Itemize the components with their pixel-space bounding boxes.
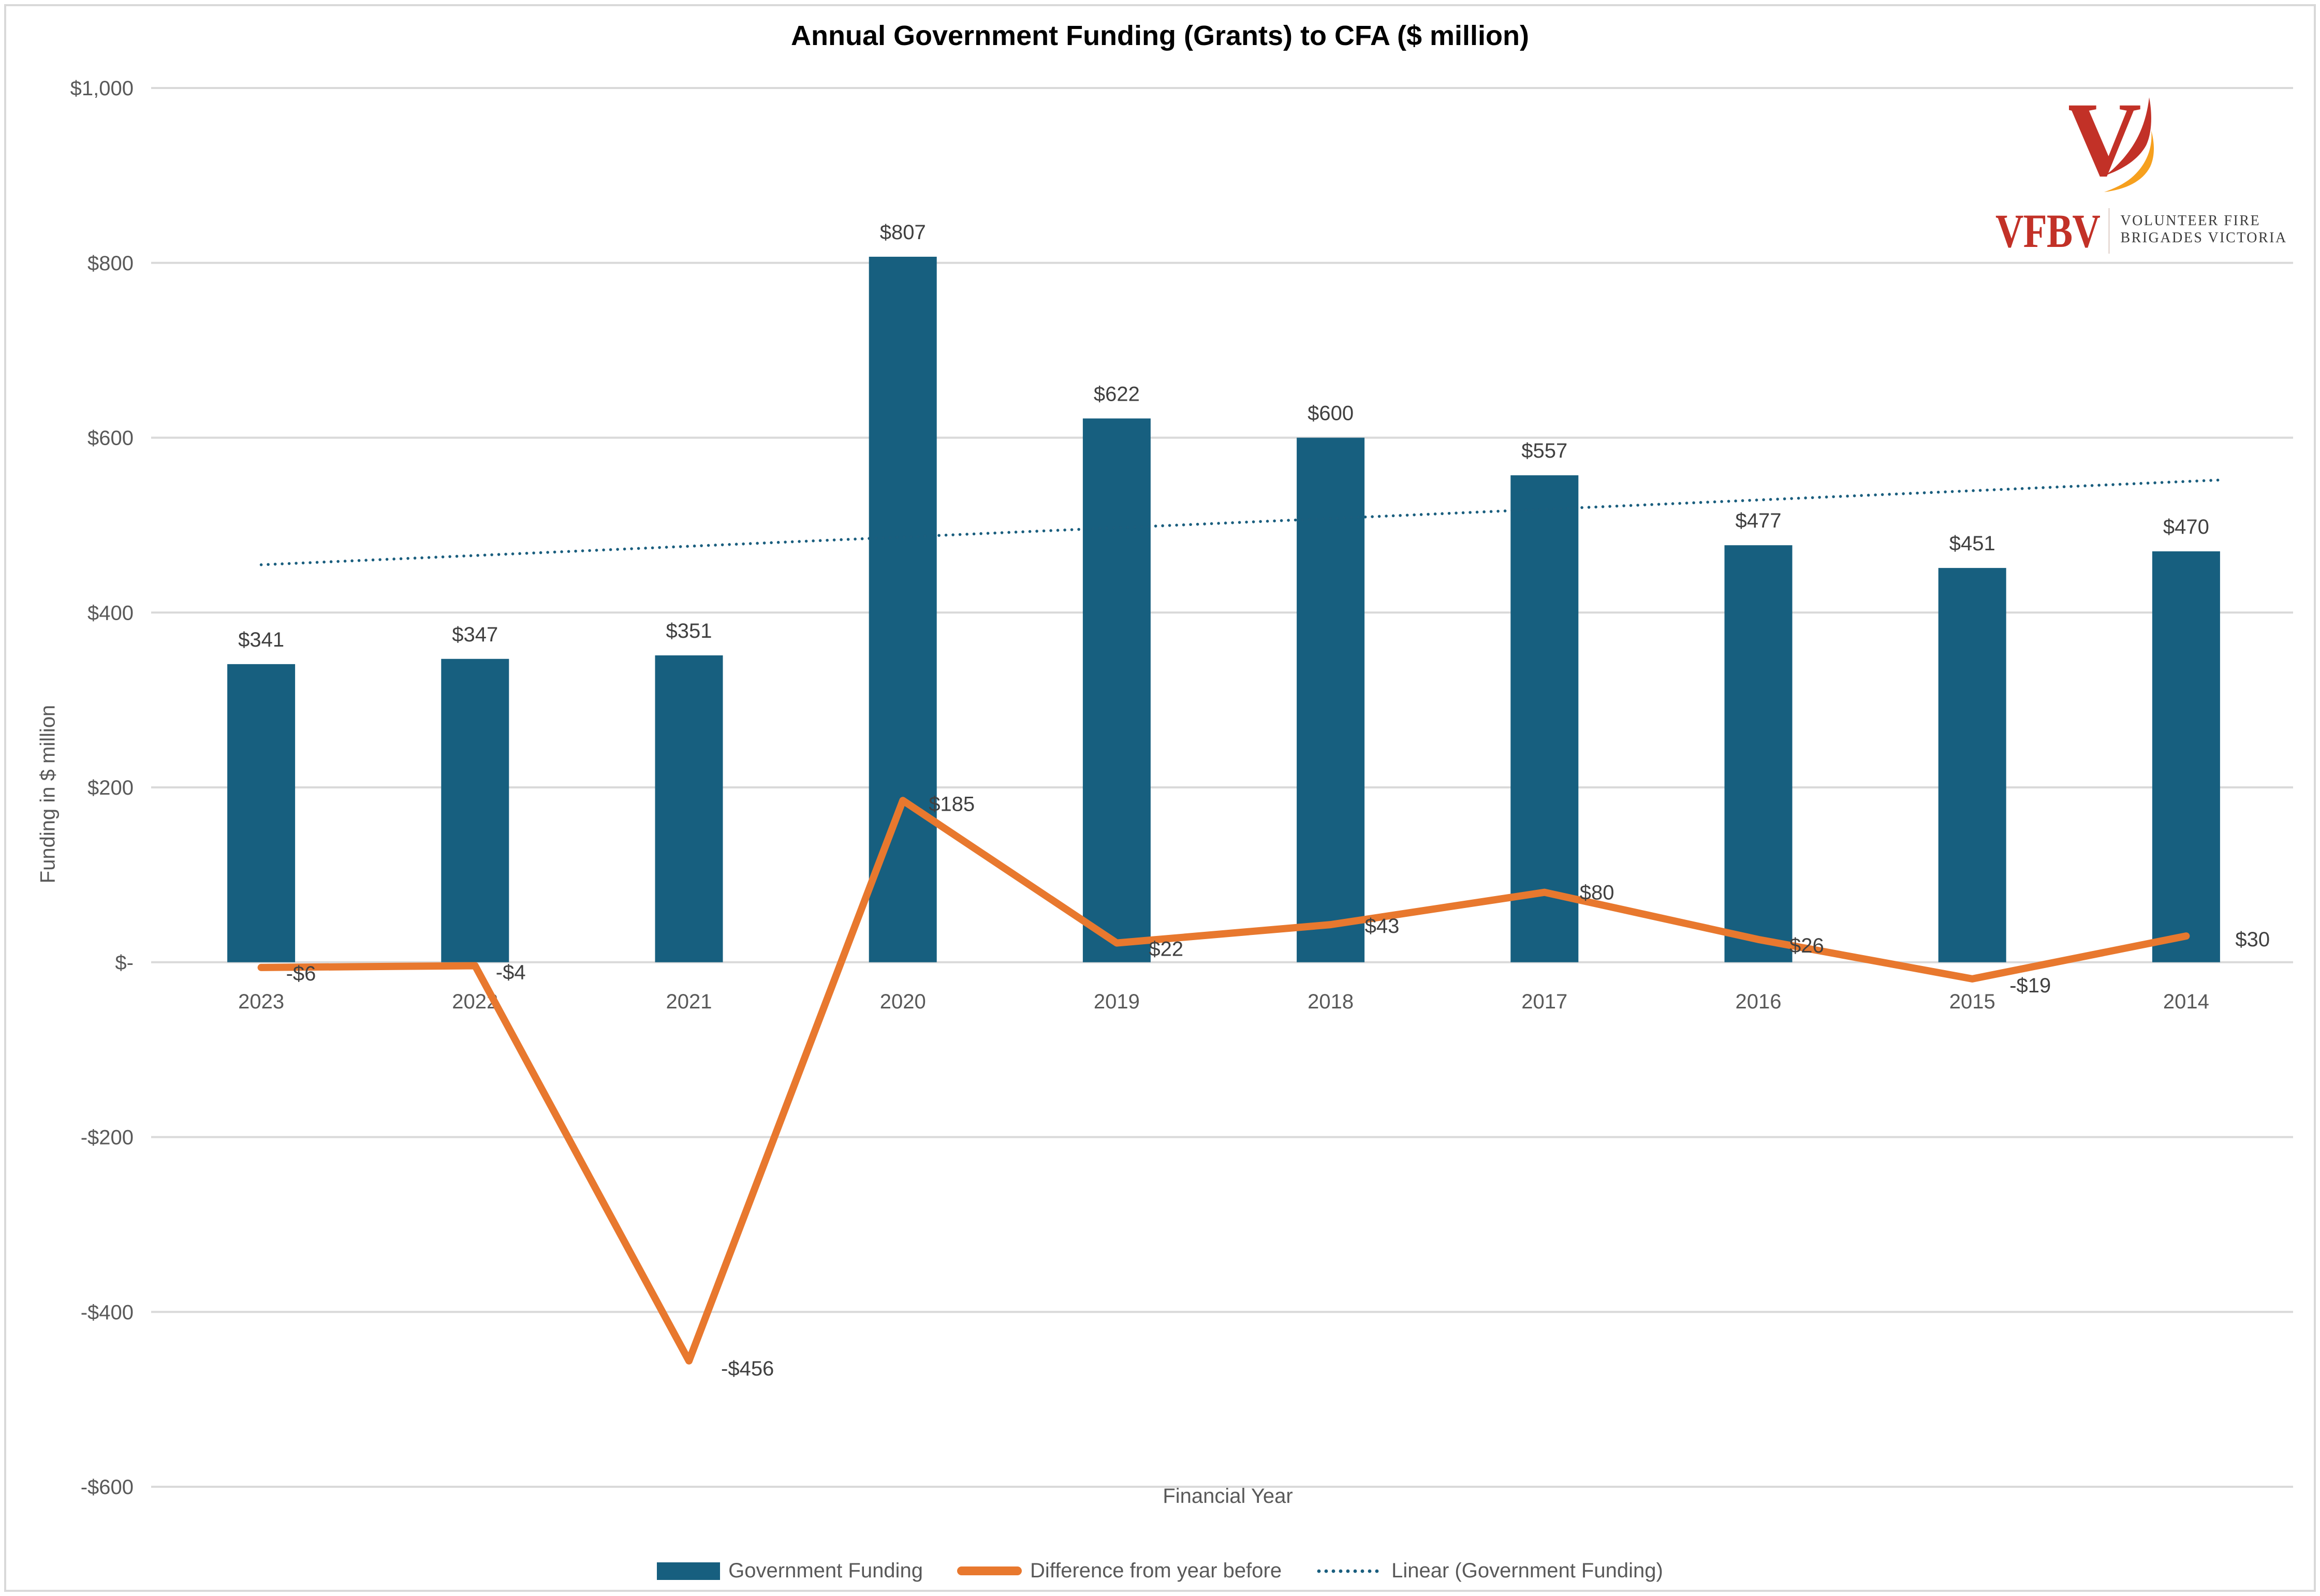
line-label-2018: $43 (1365, 915, 1400, 938)
y-tick-label-400: $400 (87, 602, 134, 624)
y-tick-label-800: $800 (87, 252, 134, 275)
legend-item-government-funding: Government Funding (657, 1559, 923, 1583)
line-label-2022: -$4 (496, 961, 526, 984)
y-tick-label-200: $200 (87, 777, 134, 799)
bar-2019 (1082, 418, 1151, 962)
line-label-2020: $185 (929, 793, 975, 815)
x-tick-label-2021: 2021 (666, 990, 712, 1013)
vfbv-flame-v-icon: V (2069, 96, 2154, 198)
legend: Government Funding Difference from year … (0, 1559, 2320, 1583)
y-axis-title: Funding in $ million (36, 705, 60, 884)
y-tick-label-0: $- (115, 951, 134, 974)
line-label-2015: -$19 (2009, 974, 2051, 997)
bar-label-2023: $341 (238, 628, 284, 651)
x-axis-title: Financial Year (1163, 1485, 1293, 1507)
logo-abbr: VFBV (1995, 204, 2101, 257)
logo-flame-dark-petal (2102, 97, 2151, 177)
bar-label-2018: $600 (1308, 402, 1354, 425)
canvas-border (4, 4, 2316, 1592)
x-tick-label-2019: 2019 (1094, 990, 1140, 1013)
y-tick-label-1000: $1,000 (70, 77, 134, 100)
bar-2023 (227, 664, 296, 962)
bar-label-2017: $557 (1521, 440, 1567, 462)
bar-2021 (655, 655, 723, 962)
bar-label-2021: $351 (666, 620, 712, 642)
logo-divider (2108, 208, 2110, 254)
bar-2017 (1510, 475, 1579, 962)
bar-label-2020: $807 (880, 221, 926, 244)
chart-title: Annual Government Funding (Grants) to CF… (791, 20, 1529, 51)
line-label-2019: $22 (1149, 938, 1183, 961)
x-tick-label-2017: 2017 (1521, 990, 1567, 1013)
legend-swatch-line-icon (957, 1566, 1022, 1575)
bar-2022 (441, 658, 509, 962)
bar-label-2019: $622 (1094, 383, 1140, 405)
legend-label: Difference from year before (1030, 1559, 1282, 1582)
y-tick-label-600: $600 (87, 427, 134, 450)
bar-label-2014: $470 (2163, 516, 2209, 538)
bar-2014 (2152, 551, 2220, 962)
difference-line (257, 797, 2190, 1365)
logo-lockup: VFBV VOLUNTEER FIRE BRIGADES VICTORIA (1995, 207, 2287, 255)
legend-swatch-dotted-icon (1317, 1569, 1379, 1573)
line-label-2016: $26 (1789, 934, 1824, 957)
bar-label-2016: $477 (1736, 509, 1782, 532)
bar-2015 (1938, 568, 2006, 962)
y-tick-label--600: -$600 (81, 1476, 134, 1499)
logo-name-line1: VOLUNTEER FIRE (2120, 213, 2261, 229)
x-tick-label-2014: 2014 (2163, 990, 2209, 1013)
legend-item-linear-trend: Linear (Government Funding) (1316, 1559, 1663, 1583)
x-tick-label-2016: 2016 (1736, 990, 1782, 1013)
vfbv-logo: V VFBV VOLUNTEER FIRE BRIGADES VICTORIA (1995, 92, 2306, 271)
bar-label-2015: $451 (1949, 532, 1995, 555)
x-tick-label-2015: 2015 (1949, 990, 1995, 1013)
line-label-2023: -$6 (286, 962, 316, 985)
x-tick-label-2020: 2020 (880, 990, 926, 1013)
logo-flame-orange-petal (2104, 130, 2154, 192)
y-tick-label--200: -$200 (81, 1126, 134, 1149)
bar-2020 (869, 256, 937, 962)
legend-item-difference: Difference from year before (957, 1559, 1282, 1583)
legend-label: Government Funding (728, 1559, 923, 1582)
trendline-dotted (259, 478, 2220, 566)
legend-label: Linear (Government Funding) (1391, 1559, 1663, 1582)
line-label-2014: $30 (2235, 928, 2270, 951)
line-label-2017: $80 (1580, 882, 1614, 904)
logo-name-line2: BRIGADES VICTORIA (2120, 230, 2287, 246)
logo-name: VOLUNTEER FIRE BRIGADES VICTORIA (2120, 207, 2287, 246)
bar-label-2022: $347 (452, 623, 498, 646)
x-tick-label-2018: 2018 (1308, 990, 1354, 1013)
bar-2018 (1297, 437, 1365, 962)
line-label-2021: -$456 (721, 1357, 774, 1380)
y-tick-label--400: -$400 (81, 1301, 134, 1324)
x-tick-label-2023: 2023 (238, 990, 284, 1013)
legend-swatch-bar-icon (657, 1562, 721, 1580)
bar-2016 (1724, 545, 1793, 962)
